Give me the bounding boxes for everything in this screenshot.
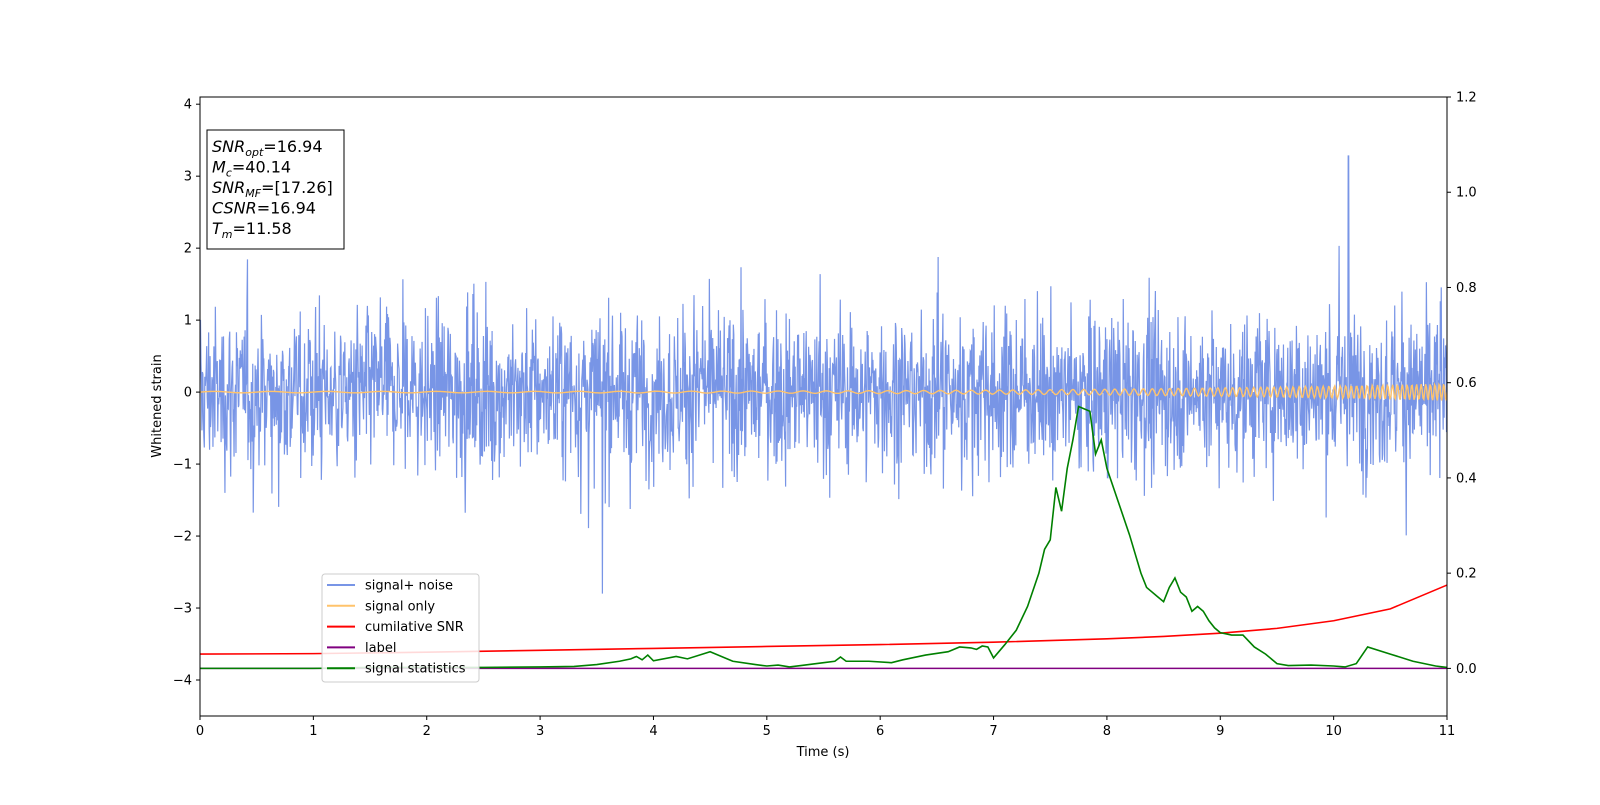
info-line: Mc=40.14 bbox=[212, 158, 291, 180]
y2-tick-label: 0.2 bbox=[1456, 567, 1477, 582]
x-tick-label: 1 bbox=[309, 724, 317, 739]
series-signal-noise-line bbox=[200, 155, 1447, 594]
legend-frame bbox=[321, 573, 480, 683]
legend-entry-label: label bbox=[365, 641, 396, 656]
x-tick-label: 11 bbox=[1439, 724, 1456, 739]
axes-frame bbox=[199, 96, 1448, 717]
y-tick-label: −2 bbox=[173, 530, 192, 545]
x-tick-label: 5 bbox=[763, 724, 771, 739]
y2-tick-label: 0.6 bbox=[1456, 376, 1477, 391]
x-tick-label: 6 bbox=[876, 724, 884, 739]
y2-tick-label: 1.0 bbox=[1456, 186, 1477, 201]
legend-entry-label: cumilative SNR bbox=[365, 620, 464, 635]
y2-tick-label: 0.0 bbox=[1456, 662, 1477, 677]
legend-entry-label: signal+ noise bbox=[365, 579, 453, 594]
y-tick-label: 0 bbox=[184, 386, 192, 401]
series-signal-statistics-line bbox=[200, 405, 1447, 670]
info-line: Tm=11.58 bbox=[212, 219, 292, 241]
y-tick-label: 2 bbox=[184, 242, 192, 257]
x-tick-label: 3 bbox=[536, 724, 544, 739]
y-tick-label: −3 bbox=[173, 602, 192, 617]
x-tick-label: 7 bbox=[989, 724, 997, 739]
legend: signal+ noise signal only cumilative SNR la… bbox=[321, 573, 480, 683]
y-tick-label: −4 bbox=[173, 674, 192, 689]
y-tick-label: 3 bbox=[184, 170, 192, 185]
y2-tick-label: 1.2 bbox=[1456, 91, 1477, 106]
x-tick-label: 0 bbox=[196, 724, 204, 739]
y-tick-label: −1 bbox=[173, 458, 192, 473]
x-tick-label: 8 bbox=[1103, 724, 1111, 739]
info-line: CSNR=16.94 bbox=[212, 199, 316, 218]
parameter-info-box: SNRopt=16.94Mc=40.14SNRMF=[17.26]CSNR=16… bbox=[206, 129, 345, 250]
axes-ticks: 0 1 2 3 4 5 6 7 8 9 10 11 −4 −3 −2 −1 0 1 2 3 4 0.0 0.2 0.4 0.6 0… bbox=[173, 91, 1477, 740]
y-tick-label: 4 bbox=[184, 98, 192, 113]
y-axis-label: Whitened strain bbox=[150, 354, 165, 457]
y2-tick-label: 0.4 bbox=[1456, 471, 1477, 486]
info-line: SNRopt=16.94 bbox=[212, 137, 323, 159]
y2-tick-label: 0.8 bbox=[1456, 281, 1477, 296]
x-tick-label: 10 bbox=[1325, 724, 1342, 739]
legend-entry-label: signal only bbox=[365, 599, 435, 614]
legend-entry-label: signal statistics bbox=[365, 662, 466, 677]
x-axis-label: Time (s) bbox=[796, 745, 850, 760]
info-box-frame bbox=[206, 129, 345, 250]
x-tick-label: 9 bbox=[1216, 724, 1224, 739]
y-tick-label: 1 bbox=[184, 314, 192, 329]
info-line: SNRMF=[17.26] bbox=[212, 178, 333, 200]
x-tick-label: 2 bbox=[423, 724, 431, 739]
x-tick-label: 4 bbox=[649, 724, 657, 739]
series-signal-only-line bbox=[200, 382, 1447, 402]
